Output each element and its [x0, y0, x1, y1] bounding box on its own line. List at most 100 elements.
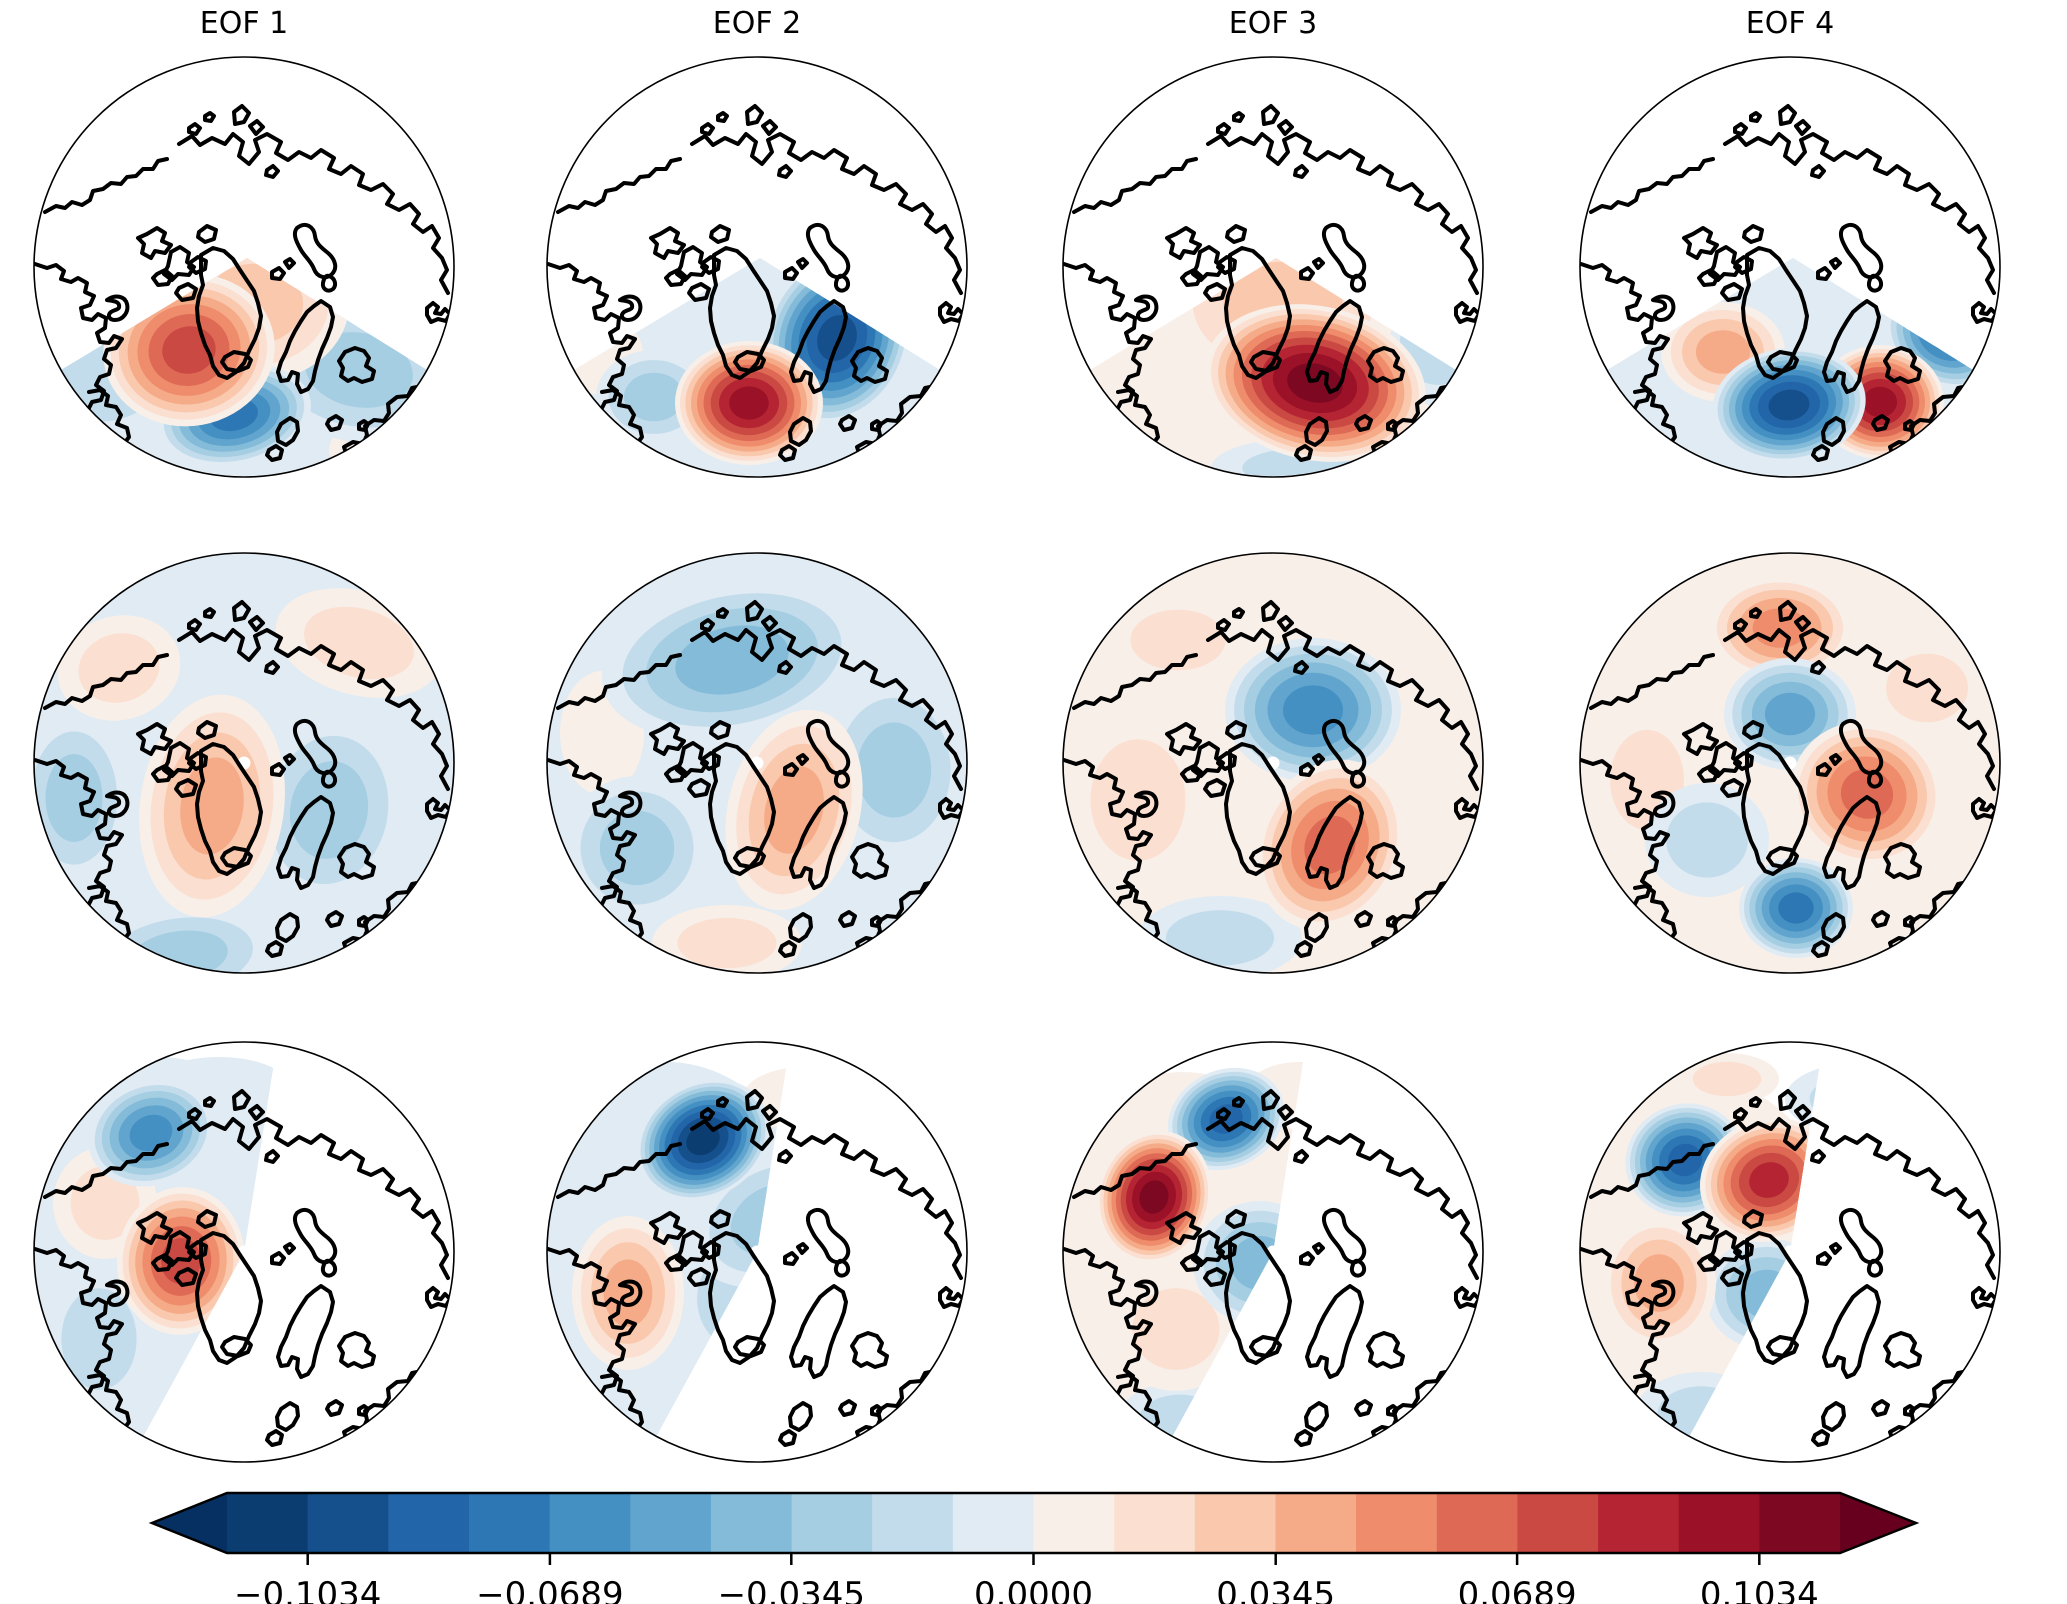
- coast-britain: [1821, 912, 1846, 943]
- coast-greenland: [708, 742, 776, 876]
- coast-svalbard: [1312, 1242, 1325, 1255]
- coast-island: [1232, 1096, 1245, 1108]
- coast-islands-east: [1971, 301, 1998, 324]
- coast-hudson: [105, 1279, 130, 1307]
- coast-iceland: [1766, 350, 1799, 373]
- coastlines: [1063, 104, 1481, 477]
- map-panel-eof3-row2: [1058, 548, 1488, 978]
- map-panel-eof2-row3: [542, 1037, 972, 1467]
- anomaly-contour: [1139, 1394, 1221, 1437]
- coast-arch: [1165, 226, 1202, 260]
- anomaly-contour: [289, 761, 369, 859]
- coast-siberia: [1723, 1117, 1996, 1280]
- colorbar-tick-label: −0.0689: [476, 1575, 623, 1604]
- coast-svalbard: [283, 753, 296, 766]
- globe-outline: [33, 552, 455, 974]
- coast-island: [1293, 660, 1309, 675]
- anomaly-contour: [1764, 692, 1816, 736]
- coast-scandinavia: [1822, 1284, 1881, 1379]
- anomaly-contour: [1139, 1180, 1169, 1214]
- anomaly-contour: [45, 754, 103, 842]
- coast-novaya-zemlya: [1321, 1208, 1367, 1265]
- coast-arch: [1165, 722, 1202, 756]
- colorbar-tick-label: 0.1034: [1700, 1575, 1819, 1604]
- coast-canada: [1063, 262, 1153, 450]
- coast-severnaya-island: [1778, 104, 1797, 126]
- coast-north-america: [556, 653, 682, 710]
- coast-svalbard: [1829, 753, 1842, 766]
- coast-island: [1733, 618, 1748, 632]
- coast-kola: [1366, 346, 1405, 384]
- coastlines: [1580, 104, 1998, 477]
- coast-island: [1293, 1149, 1309, 1164]
- coast-kola: [1366, 1331, 1405, 1369]
- coast-canada: [1580, 1247, 1670, 1435]
- coast-arch: [136, 722, 173, 756]
- coast-scandinavia: [276, 299, 335, 394]
- colorbar-segment: [1194, 1493, 1277, 1553]
- coast-island: [1349, 1258, 1367, 1278]
- coast-denmark: [1871, 1399, 1890, 1417]
- coast-arch: [1720, 778, 1744, 798]
- coast-denmark: [838, 910, 857, 928]
- coast-island: [777, 660, 793, 675]
- anomaly-contour: [677, 917, 777, 969]
- coast-canada: [1580, 758, 1670, 946]
- coast-north-america: [1072, 157, 1198, 214]
- coast-kola: [1366, 842, 1405, 880]
- map-panel-eof1-row1: [29, 52, 459, 482]
- coast-siberia: [177, 1117, 450, 1280]
- globe-outline: [546, 552, 968, 974]
- anomaly-contour: [856, 722, 932, 818]
- coast-arch: [1225, 224, 1247, 244]
- coast-ireland: [265, 444, 284, 462]
- coast-island: [1866, 1258, 1884, 1278]
- map-svg: [546, 552, 968, 974]
- map-svg: [546, 1041, 968, 1463]
- coast-scandinavia: [1822, 299, 1881, 394]
- coast-britain: [788, 416, 813, 447]
- globe-outline: [1579, 552, 2001, 974]
- coast-denmark: [1354, 414, 1373, 432]
- coast-greenland: [708, 246, 776, 380]
- coast-island: [833, 1258, 851, 1278]
- coast-arch: [1203, 1267, 1227, 1287]
- coast-greenland: [708, 1231, 776, 1365]
- coast-iceland: [220, 350, 253, 373]
- colorbar-tick-label: −0.1034: [234, 1575, 381, 1604]
- coast-island: [187, 618, 202, 632]
- coast-arch: [1697, 764, 1720, 783]
- anomaly-contour: [1692, 1061, 1762, 1097]
- coast-island: [870, 915, 883, 928]
- anomaly-contour: [1132, 1288, 1220, 1370]
- colorbar-segment: [1517, 1493, 1599, 1553]
- anomaly-contour: [1090, 739, 1186, 861]
- coast-arch: [1733, 1240, 1754, 1260]
- coast-arch: [151, 268, 174, 287]
- coast-arch: [1216, 255, 1237, 275]
- coast-svalbard: [270, 266, 286, 281]
- coast-canada: [547, 262, 637, 450]
- coast-hudson: [1651, 1279, 1676, 1307]
- map-svg: [33, 56, 455, 478]
- coast-island: [870, 419, 883, 432]
- coast-iceland: [1766, 1335, 1799, 1358]
- coast-islands-east: [1454, 1286, 1481, 1309]
- coast-arch: [709, 1209, 731, 1229]
- coast-hudson: [1134, 294, 1159, 322]
- coast-severnaya-island: [232, 600, 251, 622]
- anomaly-contour: [1768, 389, 1810, 421]
- coast-island: [761, 615, 778, 632]
- coast-island: [1232, 607, 1245, 619]
- coast-island: [870, 1404, 883, 1417]
- coast-hudson: [618, 1279, 643, 1307]
- coast-arch: [700, 1240, 721, 1260]
- map-panel-eof4-row2: [1575, 548, 2005, 978]
- colorbar-segment: [469, 1493, 551, 1553]
- coast-island: [1293, 164, 1309, 179]
- coast-denmark: [325, 414, 344, 432]
- map-svg: [1062, 56, 1484, 478]
- coast-island: [1810, 660, 1826, 675]
- colorbar-under-arrow: [152, 1493, 227, 1553]
